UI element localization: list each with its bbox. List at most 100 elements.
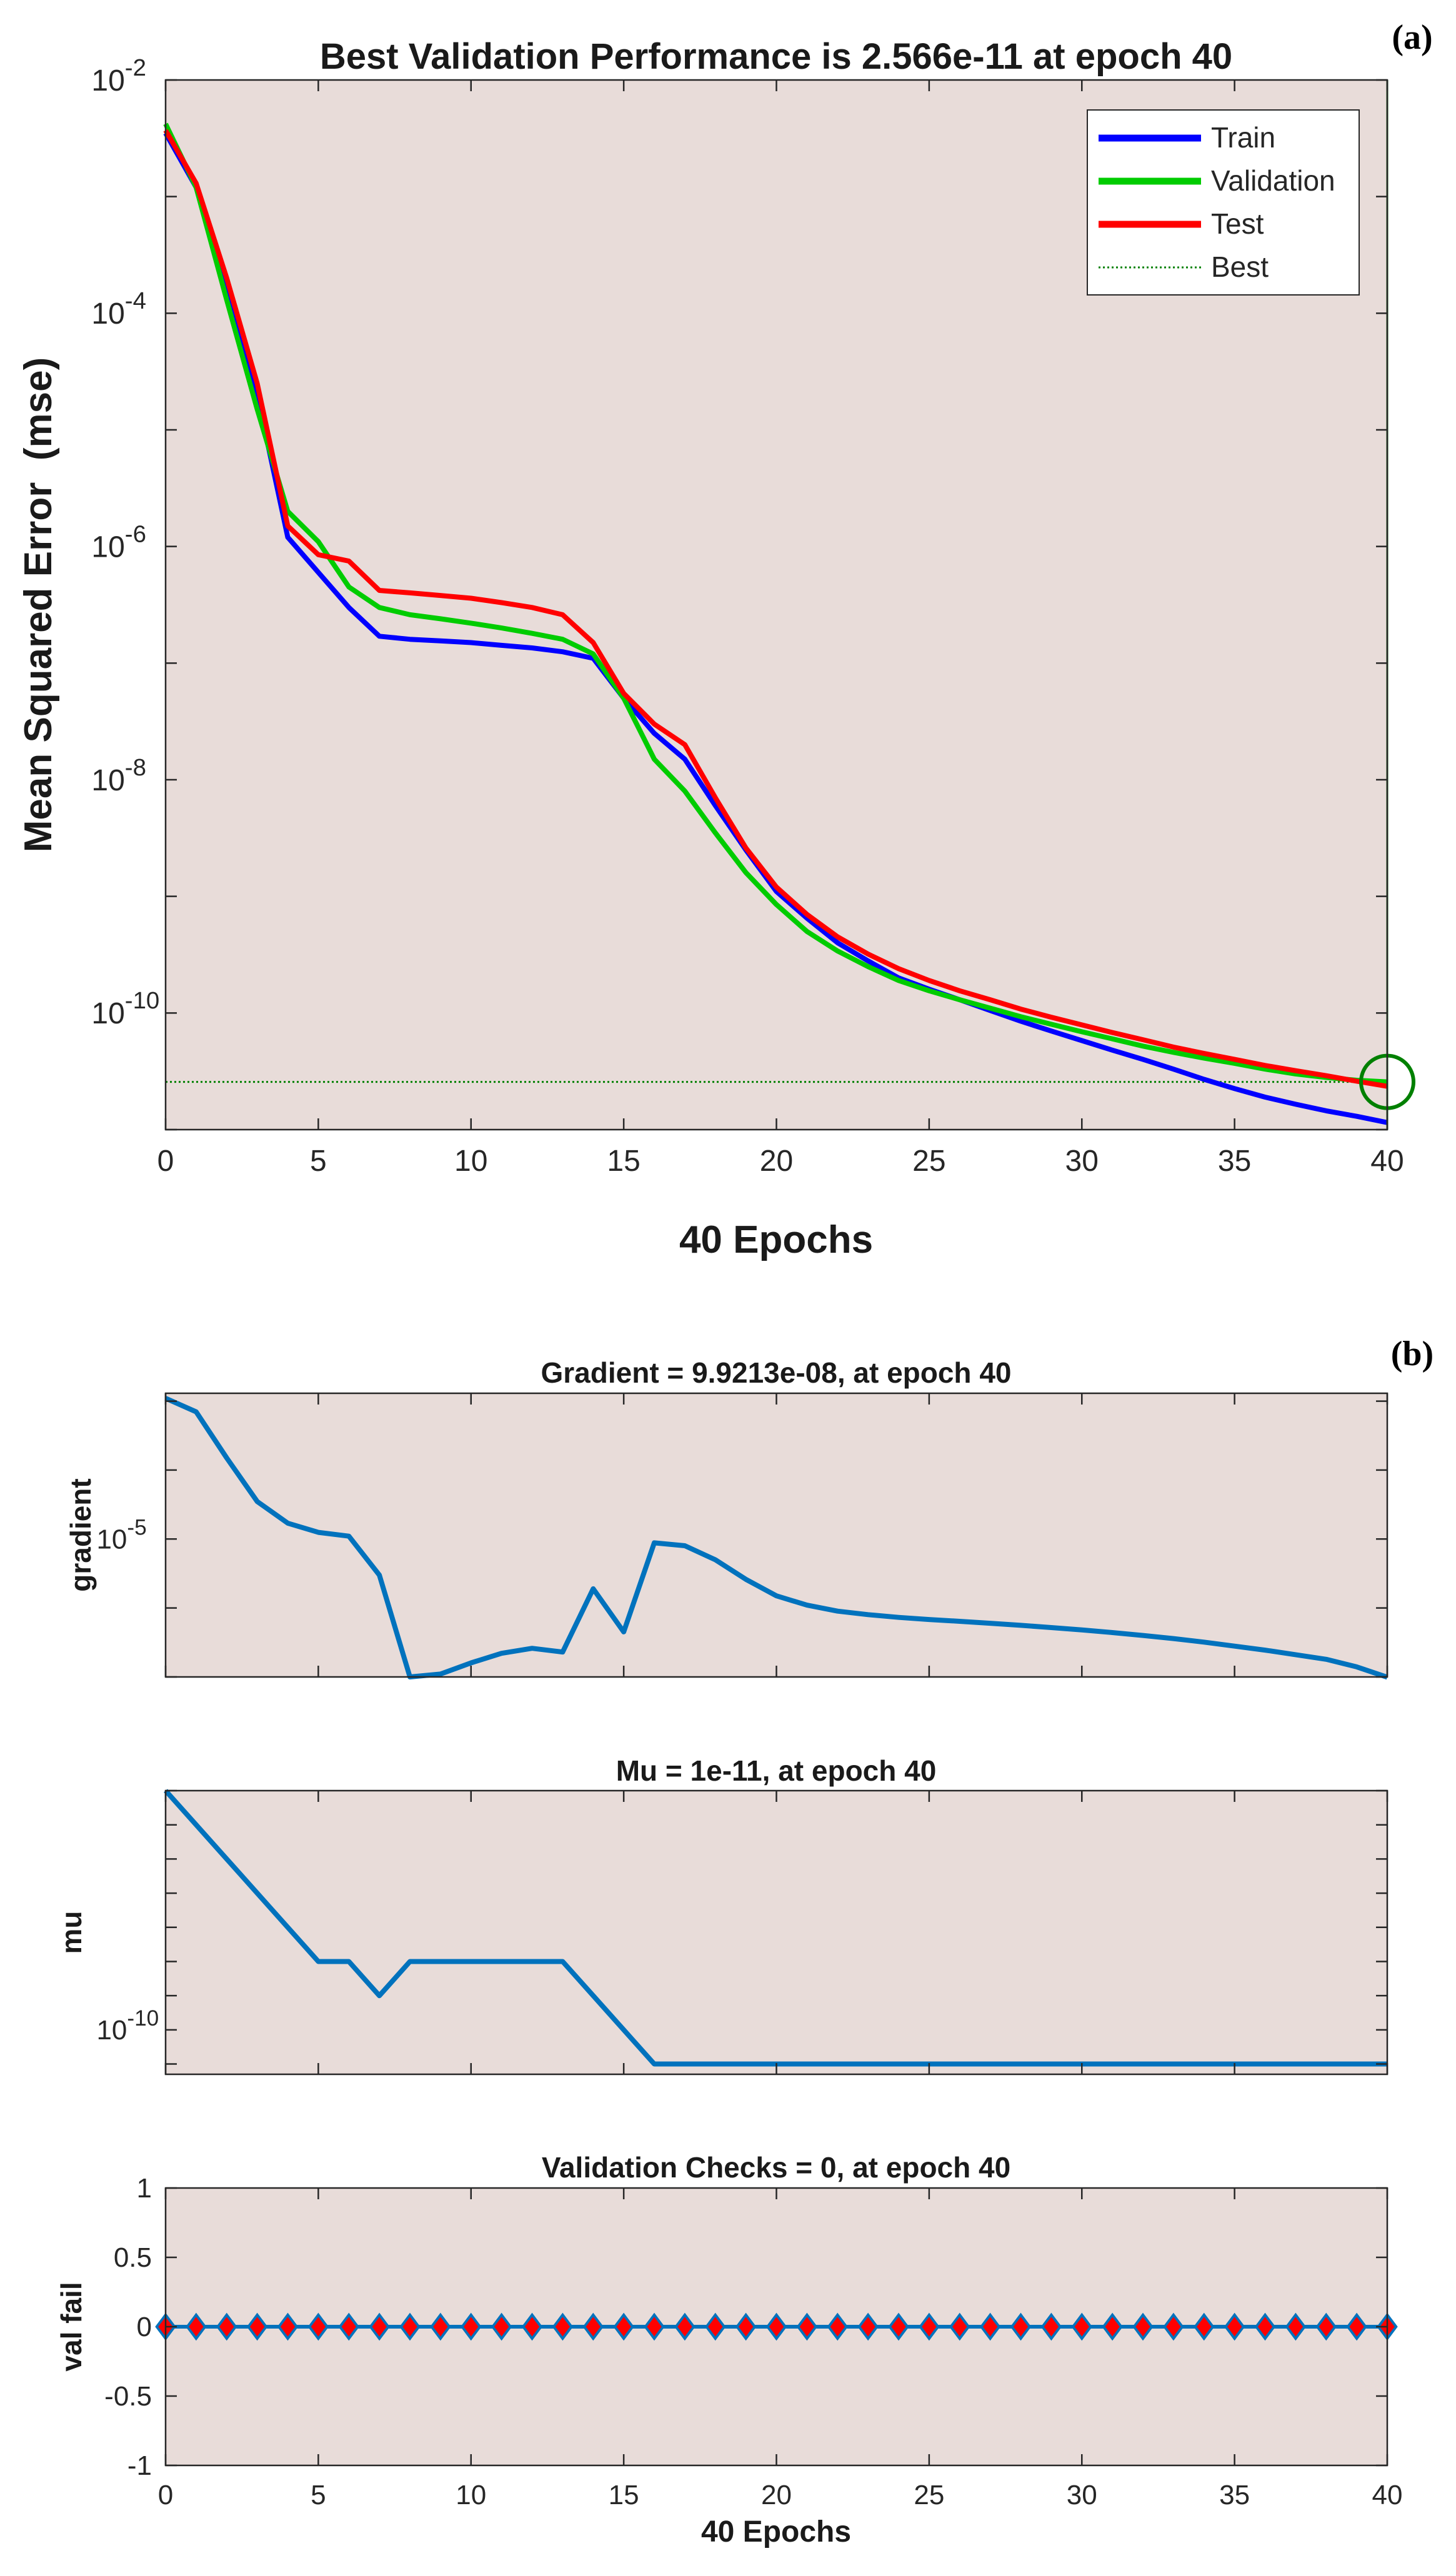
legend-best-label: Best <box>1211 251 1269 283</box>
panel-a-ytick-label: 10 <box>91 997 124 1030</box>
valfail-point <box>705 2312 726 2341</box>
valfail-xtick-label: 25 <box>914 2480 944 2510</box>
valfail-point <box>1163 2312 1184 2341</box>
valfail-point <box>796 2312 818 2341</box>
valfail-point <box>857 2312 879 2341</box>
valfail-xtick-label: 15 <box>609 2480 639 2510</box>
panel-a-ytick-label: 10 <box>91 764 124 797</box>
mu-y-axis-label: mu <box>55 1911 87 1954</box>
valfail-point <box>521 2312 543 2341</box>
legend-train-label: Train <box>1211 121 1275 154</box>
valfail-point <box>735 2312 757 2341</box>
train-line <box>163 132 1388 1125</box>
valfail-point <box>1071 2312 1092 2341</box>
panel-a-x-axis-label: 40 Epochs <box>679 1218 873 1261</box>
valfail-point <box>613 2312 634 2341</box>
panel-a-xtick-label: 25 <box>912 1145 945 1178</box>
valfail-point <box>338 2312 359 2341</box>
panel-val-fail: 0 5 10 15 20 25 30 35 40 1 0.5 0 -0.5 -1 Validation C… <box>55 2151 1402 2549</box>
valfail-ytick-label: -0.5 <box>104 2381 152 2412</box>
valfail-point <box>1102 2312 1123 2341</box>
valfail-xtick-label: 30 <box>1067 2480 1097 2510</box>
mu-ytick-label: 10 <box>96 2015 127 2046</box>
legend-test-label: Test <box>1211 207 1264 240</box>
valfail-point <box>461 2312 482 2341</box>
valfail-point <box>1010 2312 1032 2341</box>
validation-line <box>163 122 1388 1085</box>
valfail-point <box>491 2312 512 2341</box>
panel-a-ytick-exponent: -4 <box>125 287 146 314</box>
panel-a-ytick-label: 10 <box>91 297 124 331</box>
mu-plot-area <box>166 1791 1387 2074</box>
panel-a-xtick-label: 15 <box>607 1145 640 1178</box>
valfail-point <box>1040 2312 1062 2341</box>
valfail-x-axis-label: 40 Epochs <box>701 2515 851 2549</box>
gradient-y-axis-label: gradient <box>64 1478 97 1591</box>
panel-a-xtick-label: 35 <box>1218 1145 1251 1178</box>
valfail-point <box>1254 2312 1276 2341</box>
valfail-point <box>399 2312 421 2341</box>
valfail-point <box>1315 2312 1337 2341</box>
valfail-point <box>827 2312 848 2341</box>
panel-a-xtick-label: 10 <box>454 1145 487 1178</box>
panel-a-xtick-label: 40 <box>1370 1145 1404 1178</box>
valfail-point <box>582 2312 604 2341</box>
panel-a-ytick-exponent: -6 <box>125 520 146 547</box>
valfail-point <box>1132 2312 1154 2341</box>
valfail-xtick-label: 5 <box>311 2480 326 2510</box>
test-line <box>163 129 1388 1089</box>
panel-a-legend: Train Validation Test Best <box>1087 109 1360 296</box>
valfail-point <box>216 2312 237 2341</box>
panel-a-y-axis-label: Mean Squared Error (mse) <box>17 357 60 852</box>
valfail-ytick-label: 1 <box>137 2173 152 2204</box>
panel-a-ytick-exponent: -8 <box>125 754 146 781</box>
mu-title: Mu = 1e-11, at epoch 40 <box>616 1754 937 1787</box>
valfail-point <box>307 2312 329 2341</box>
valfail-xtick-label: 40 <box>1372 2480 1403 2510</box>
valfail-point <box>1346 2312 1367 2341</box>
panel-a-ytick-exponent: -2 <box>125 54 146 81</box>
mu-ytick-exponent: -10 <box>127 2006 159 2031</box>
panel-b-label: (b) <box>1391 1335 1434 1373</box>
panel-a-xtick-label: 30 <box>1065 1145 1099 1178</box>
valfail-point <box>888 2312 909 2341</box>
valfail-point <box>369 2312 390 2341</box>
valfail-point <box>644 2312 665 2341</box>
valfail-point <box>979 2312 1001 2341</box>
panel-a-xtick-label: 5 <box>310 1145 327 1178</box>
valfail-point <box>277 2312 299 2341</box>
panel-a-xtick-label: 20 <box>760 1145 793 1178</box>
gradient-line <box>164 1396 1389 1680</box>
valfail-xtick-label: 20 <box>761 2480 792 2510</box>
valfail-point <box>674 2312 696 2341</box>
valfail-ytick-label: 0.5 <box>114 2242 152 2273</box>
gradient-title: Gradient = 9.9213e-08, at epoch 40 <box>541 1356 1012 1389</box>
valfail-xtick-label: 10 <box>456 2480 486 2510</box>
valfail-title: Validation Checks = 0, at epoch 40 <box>542 2151 1010 2184</box>
valfail-point <box>919 2312 940 2341</box>
gradient-plot-area <box>166 1393 1387 1677</box>
gradient-ytick-exponent: -5 <box>127 1516 146 1540</box>
valfail-ytick-label: 0 <box>137 2312 152 2342</box>
valfail-point <box>949 2312 970 2341</box>
gradient-ytick-label: 10 <box>96 1524 127 1555</box>
legend-validation-label: Validation <box>1211 164 1335 197</box>
valfail-point <box>430 2312 451 2341</box>
valfail-point <box>765 2312 787 2341</box>
valfail-point <box>552 2312 574 2341</box>
panel-a-title: Best Validation Performance is 2.566e-11… <box>320 36 1232 77</box>
panel-a-ytick-label: 10 <box>91 64 124 97</box>
valfail-point <box>1194 2312 1215 2341</box>
panel-a-ytick-exponent: -10 <box>125 987 160 1014</box>
panel-a-ytick-label: 10 <box>91 530 124 564</box>
valfail-point <box>246 2312 268 2341</box>
panel-mu: 10 -10 Mu = 1e-11, at epoch 40 mu <box>55 1754 1389 2076</box>
valfail-xtick-label: 0 <box>158 2480 173 2510</box>
valfail-point <box>1224 2312 1245 2341</box>
valfail-xtick-label: 35 <box>1219 2480 1250 2510</box>
panel-gradient: 10 -5 Gradient = 9.9213e-08, at epoch 40 … <box>64 1335 1434 1680</box>
valfail-ytick-label: -1 <box>127 2450 152 2481</box>
valfail-point <box>186 2312 207 2341</box>
